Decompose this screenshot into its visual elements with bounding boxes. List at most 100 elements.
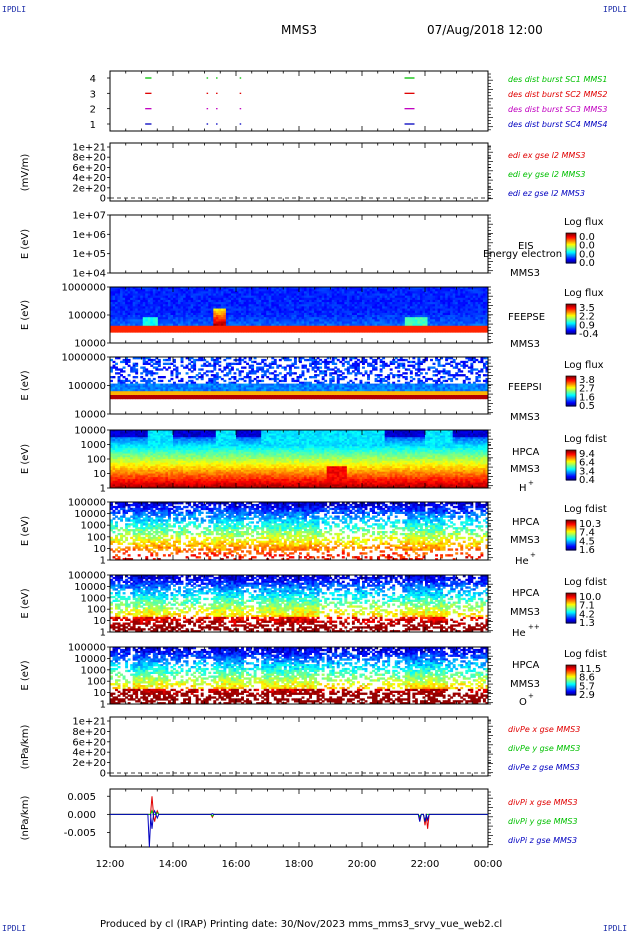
hpca-o-colorbar-step xyxy=(566,683,576,686)
hpca-h-colorbar-step xyxy=(566,460,576,462)
hpca-he-colorbar-step xyxy=(566,520,576,523)
edi-panel-ytick-label: 4e+20 xyxy=(72,173,106,184)
hpca-o-colorbar-step xyxy=(566,685,576,687)
hpca-h-colorbar-step xyxy=(566,453,576,455)
hpca-he-colorbar-tick: 4.5 xyxy=(579,536,595,547)
hpca_he-panel-ytick-label: 100 xyxy=(87,532,106,543)
feepse-colorbar-step xyxy=(566,330,576,332)
feepsi-colorbar-step xyxy=(566,389,576,391)
feepsi-colorbar-label: Log flux xyxy=(564,360,604,371)
hpca_he-panel-ytick-label: 1000 xyxy=(81,521,106,532)
hpca-o-colorbar-step xyxy=(566,681,576,683)
hpca-o-colorbar-step xyxy=(566,683,576,685)
feepse-colorbar-step xyxy=(566,331,576,334)
x-tick-label: 12:00 xyxy=(96,859,125,870)
eis-colorbar-step xyxy=(566,248,576,251)
feepsi-colorbar-step xyxy=(566,376,576,379)
feepsi-colorbar-step xyxy=(566,380,576,382)
hpca-he-colorbar-step xyxy=(566,526,576,528)
hpca-hepp-colorbar-step xyxy=(566,602,576,604)
x-tick-label: 14:00 xyxy=(159,859,188,870)
hpca-he-colorbar-step xyxy=(566,529,576,532)
hpca-hepp-colorbar-step xyxy=(566,608,576,610)
hpca-o-colorbar-step xyxy=(566,676,576,678)
hpca-h-colorbar-tick: 3.4 xyxy=(579,466,595,477)
hpca-he-colorbar-step xyxy=(566,532,576,535)
feepsi-colorbar-tick: 1.6 xyxy=(579,392,595,403)
hpca-hepp-species: He xyxy=(512,628,526,639)
hpca-hepp-colorbar-step xyxy=(566,620,576,623)
eis-colorbar-step xyxy=(566,256,576,258)
divpi-series-line xyxy=(110,809,488,848)
hpca-hepp-colorbar-tick: 1.3 xyxy=(579,618,595,629)
feepse-colorbar-step xyxy=(566,325,576,327)
feepse-colorbar-step xyxy=(566,319,576,322)
hpca_o-panel-ytick-label: 10000 xyxy=(74,654,106,665)
hpca-he-colorbar xyxy=(565,519,577,551)
feepsi-colorbar-step xyxy=(566,383,576,385)
divpe-panel-ytick-label: 2e+20 xyxy=(72,758,106,769)
hpca_o-panel-ytick-label: 1000 xyxy=(81,665,106,676)
feepse-colorbar-step xyxy=(566,310,576,313)
feepsi-colorbar-step xyxy=(566,397,576,399)
burst-legend-entry: des dist burst SC3 MMS3 xyxy=(508,105,607,114)
hpca-h-colorbar-step xyxy=(566,463,576,465)
burst-ytick-label: 1 xyxy=(90,120,96,131)
feepsi-colorbar-step xyxy=(566,378,576,380)
feepse-colorbar-step xyxy=(566,318,576,320)
hpca_o-panel-ytick-label: 100 xyxy=(87,677,106,688)
hpca-hepp-colorbar-step xyxy=(566,608,576,611)
feepse-colorbar-step xyxy=(566,325,576,328)
feepsi-colorbar-tick: 3.8 xyxy=(579,375,595,386)
eis-colorbar-step xyxy=(566,249,576,251)
hpca-o-charge: + xyxy=(528,692,534,700)
hpca_o-panel-ytick-label: 100000 xyxy=(68,643,106,654)
eis-panel-frame xyxy=(109,214,489,274)
hpca-h-colorbar-tick: 0.4 xyxy=(579,475,595,486)
feepse-colorbar-step xyxy=(566,326,576,328)
hpca-he-colorbar-step xyxy=(566,542,576,544)
eis-colorbar-step xyxy=(566,252,576,254)
feepsi-colorbar-step xyxy=(566,404,576,406)
divpe-panel-ytick-label: 4e+20 xyxy=(72,748,106,759)
feepse-colorbar-step xyxy=(566,309,576,311)
hpca-o-colorbar-step xyxy=(566,665,576,667)
hpca-h-colorbar-step xyxy=(566,461,576,463)
eis-colorbar-step xyxy=(566,243,576,245)
hpca-h-colorbar-step xyxy=(566,455,576,457)
hpca_h-panel-ytick-label: 10000 xyxy=(74,426,106,437)
feepsi-colorbar-step xyxy=(566,394,576,397)
feepse-colorbar-step xyxy=(566,321,576,323)
hpca-he-colorbar-step xyxy=(566,547,576,550)
hpca-hepp-colorbar-step xyxy=(566,602,576,605)
hpca-h-colorbar-label: Log fdist xyxy=(564,434,607,445)
divpe-panel-ytick-label: 0 xyxy=(100,769,106,780)
hpca-h-colorbar-step xyxy=(566,474,576,476)
hpca-hepp-colorbar-step xyxy=(566,619,576,621)
footer-credit: Produced by cl (IRAP) Printing date: 30/… xyxy=(100,919,503,930)
hpca-hepp-colorbar-step xyxy=(566,614,576,617)
hpca-h-colorbar-step xyxy=(566,450,576,452)
hpca-hepp-colorbar-step xyxy=(566,593,576,596)
feepsi-colorbar-step xyxy=(566,385,576,387)
feepsi-colorbar-tick: 0.5 xyxy=(579,401,595,412)
hpca-o-instrument-label: HPCA xyxy=(512,660,540,671)
divpi-legend-entry: divPi y gse MMS3 xyxy=(508,817,578,826)
hpca-h-colorbar-step xyxy=(566,450,576,453)
feepsi-colorbar-step xyxy=(566,395,576,397)
feepse-colorbar-tick: 3.5 xyxy=(579,303,595,314)
hpca-h-colorbar-step xyxy=(566,462,576,465)
edi-panel-ylabel: (mV/m) xyxy=(20,154,31,192)
hpca-o-colorbar-step xyxy=(566,680,576,682)
hpca_hepp-panel-ylabel: E (eV) xyxy=(20,588,31,618)
hpca_hepp-panel-ytick-label: 10 xyxy=(93,616,106,627)
eis-colorbar-step xyxy=(566,236,576,239)
feepsi-colorbar-step xyxy=(566,387,576,389)
feepse-colorbar-step xyxy=(566,331,576,333)
edi-panel-ytick-label: 1e+21 xyxy=(72,143,106,154)
feepsi-colorbar-step xyxy=(566,388,576,390)
hpca-o-colorbar-step xyxy=(566,687,576,689)
eis-colorbar-step xyxy=(566,260,576,263)
hpca_h-panel-ytick-label: 1000 xyxy=(81,440,106,451)
hpca-hepp-colorbar-step xyxy=(566,617,576,620)
